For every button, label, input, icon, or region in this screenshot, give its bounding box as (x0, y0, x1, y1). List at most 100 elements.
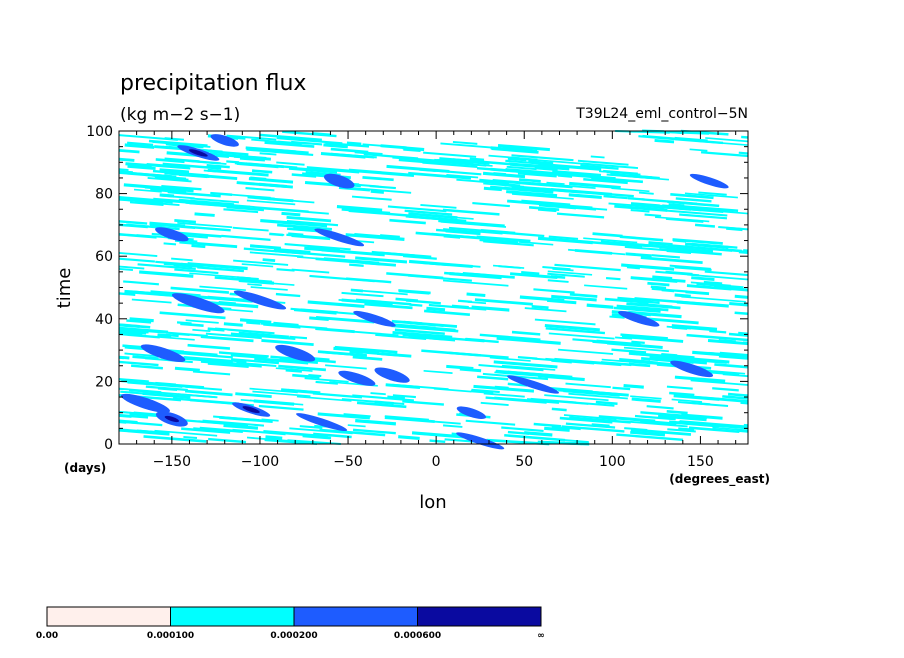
cyan-streak (119, 150, 139, 152)
cyan-streak (260, 198, 294, 201)
cyan-streak (714, 364, 748, 367)
cyan-streak (424, 371, 453, 373)
cyan-streak (119, 169, 129, 170)
cyan-streak (160, 313, 226, 318)
chart-units: (kg m−2 s−1) (120, 105, 240, 125)
cyan-streak (188, 345, 230, 348)
cyan-streak (119, 221, 147, 223)
cyan-streak (387, 397, 405, 398)
cyan-streak (389, 220, 425, 223)
cyan-streak (655, 140, 674, 142)
cyan-streak (362, 177, 393, 179)
cyan-streak (174, 270, 218, 274)
cyan-streak (119, 234, 157, 237)
cyan-streak (242, 264, 273, 267)
cyan-streak (624, 386, 644, 388)
cyan-streak (611, 350, 646, 353)
y-axis-label: time (54, 268, 75, 309)
x-tick-label: −100 (241, 454, 279, 470)
plot-data-layer (119, 131, 748, 452)
cyan-streak (647, 283, 669, 285)
cyan-streak (624, 428, 647, 430)
cyan-streak (705, 138, 748, 141)
cyan-streak (292, 270, 330, 273)
cyan-streak (632, 399, 661, 401)
cyan-streak (260, 153, 277, 154)
cyan-streak (289, 337, 307, 338)
cyan-streak (277, 269, 295, 270)
cyan-streak (402, 401, 444, 404)
cyan-streak (443, 280, 508, 285)
cyan-streak (119, 253, 157, 256)
cyan-streak (647, 406, 674, 408)
cyan-streak (443, 425, 462, 427)
cyan-streak (174, 220, 196, 222)
cyan-streak-cluster (119, 189, 250, 215)
cyan-streak-cluster (421, 351, 594, 380)
cyan-streak (166, 335, 179, 336)
cyan-streak (568, 250, 625, 255)
cyan-streak (558, 350, 613, 354)
cyan-streak (519, 180, 541, 182)
colorbar-swatch (418, 607, 542, 626)
cyan-streak (386, 273, 443, 278)
blue-precip-blob (373, 364, 411, 386)
cyan-streak (705, 272, 748, 275)
cyan-streak (210, 193, 232, 195)
cyan-streak (347, 143, 361, 144)
cyan-streak (548, 280, 569, 282)
cyan-streak (709, 331, 726, 332)
cyan-streak-cluster (621, 265, 748, 290)
cyan-streak (119, 267, 144, 269)
cyan-streak (434, 422, 461, 424)
cyan-streak (410, 305, 423, 306)
x-tick-label: 0 (432, 454, 441, 470)
cyan-streak (611, 188, 649, 191)
colorbar-label: ∞ (537, 631, 545, 641)
cyan-streak (403, 148, 424, 150)
cyan-streak (195, 214, 215, 216)
cyan-streak (690, 149, 708, 150)
cyan-streak (591, 156, 605, 157)
cyan-streak (484, 393, 525, 396)
cyan-streak (718, 227, 748, 229)
cyan-streak (224, 324, 243, 326)
cyan-streak (695, 225, 715, 227)
colorbar-label: 0.000200 (270, 631, 317, 641)
cyan-streak (424, 311, 470, 315)
cyan-streak (652, 255, 680, 257)
cyan-streak (512, 332, 540, 334)
cyan-streak-cluster (406, 216, 553, 245)
cyan-streak (276, 162, 304, 164)
cyan-streak (420, 205, 456, 208)
cyan-streak (287, 217, 331, 221)
cyan-streak (119, 293, 135, 294)
colorbar-swatch (294, 607, 418, 626)
y-tick-label: 40 (95, 312, 113, 328)
cyan-streak (342, 293, 384, 296)
cyan-streak (606, 278, 620, 279)
cyan-streak (739, 153, 748, 154)
cyan-streak (676, 198, 712, 201)
cyan-streak (264, 209, 329, 214)
cyan-streak (208, 439, 246, 442)
cyan-streak (675, 377, 725, 381)
cyan-streak (265, 437, 282, 438)
cyan-streak (586, 392, 629, 395)
cyan-streak (741, 137, 748, 138)
colorbar-label: 0.00 (36, 631, 58, 641)
cyan-streak (458, 301, 472, 302)
cyan-streak (465, 339, 499, 342)
cyan-streak (175, 368, 200, 370)
cyan-streak (741, 403, 748, 404)
cyan-streak (348, 425, 366, 426)
cyan-streak (538, 209, 556, 210)
cyan-streak (403, 256, 437, 259)
cyan-streak-cluster (160, 313, 328, 345)
cyan-streak (729, 303, 748, 305)
cyan-streak (534, 424, 561, 426)
cyan-streak (263, 260, 275, 261)
cyan-streak (566, 384, 611, 388)
cyan-streak (185, 391, 232, 395)
cyan-streak (620, 237, 663, 240)
